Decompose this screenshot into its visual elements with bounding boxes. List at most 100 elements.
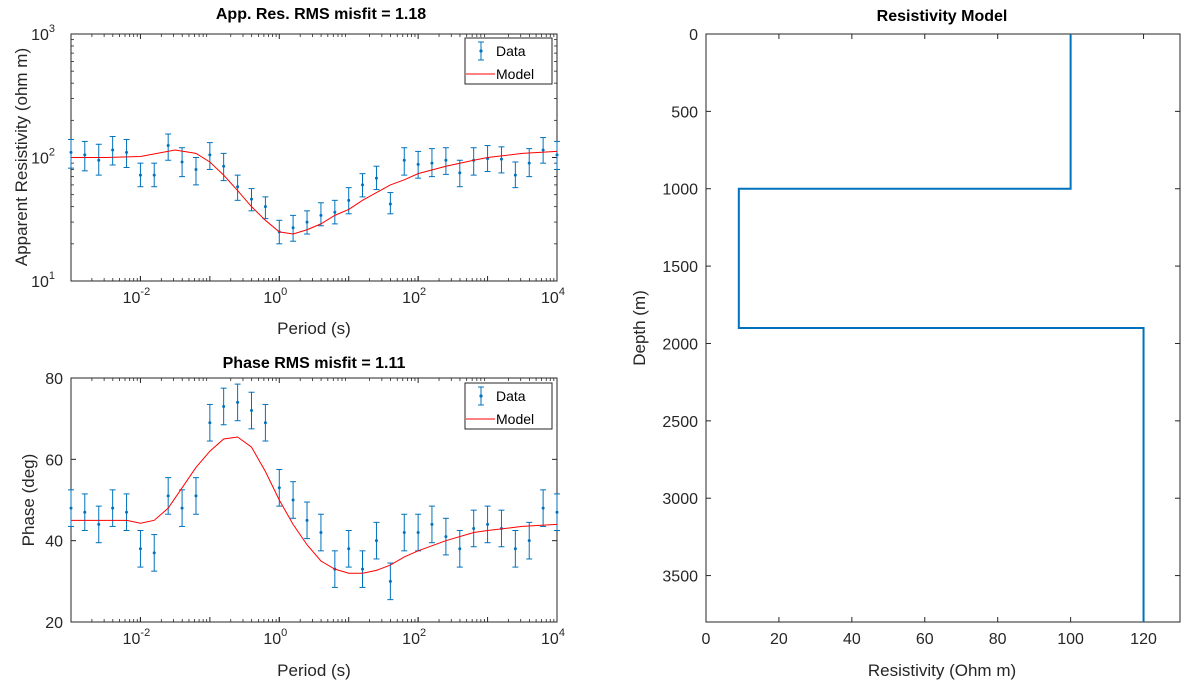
app-res-title: App. Res. RMS misfit = 1.18 <box>216 6 426 23</box>
data-point <box>194 494 198 498</box>
x-tick-label: 80 <box>989 631 1007 648</box>
y-tick-label: 500 <box>671 104 698 121</box>
phase-panel: Phase RMS misfit = 1.11 10-2 100 102 104 20 4… <box>19 355 565 680</box>
data-point <box>180 506 184 510</box>
data-point <box>250 409 254 413</box>
data-point <box>319 531 323 535</box>
data-point <box>513 547 517 551</box>
data-point <box>236 185 240 189</box>
data-point <box>458 547 462 551</box>
resistivity-model-panel: Resistivity Model 0 20 40 60 80 100 120 0 500 100… <box>630 8 1181 680</box>
data-point <box>291 498 295 502</box>
x-tick-label: 102 <box>402 627 426 648</box>
data-point <box>361 183 365 187</box>
x-tick-label: 100 <box>1057 631 1084 648</box>
y-tick-label: 1000 <box>662 182 698 199</box>
data-point <box>527 539 531 543</box>
y-tick-label: 2500 <box>662 414 698 431</box>
data-point <box>388 202 392 206</box>
data-point <box>236 400 240 404</box>
data-point <box>111 148 115 152</box>
y-tick-label: 20 <box>45 615 63 632</box>
data-point <box>541 148 545 152</box>
phase-legend-model: Model <box>496 411 534 427</box>
data-point <box>388 579 392 583</box>
x-tick-label: 100 <box>263 627 287 648</box>
y-tick-label: 3000 <box>662 491 698 508</box>
data-point <box>416 162 420 166</box>
res-model-ticks: 0 20 40 60 80 100 120 0 500 1000 1500 2000 2500 3000 3… <box>662 27 1180 648</box>
data-point <box>166 144 170 148</box>
res-model-xlabel: Resistivity (Ohm m) <box>868 661 1016 680</box>
data-point <box>374 539 378 543</box>
data-point <box>83 510 87 514</box>
resistivity-model-line <box>737 34 1145 622</box>
y-tick-label: 2000 <box>662 336 698 353</box>
data-point <box>430 522 434 526</box>
y-tick-label: 80 <box>45 371 63 388</box>
res-model-title: Resistivity Model <box>877 8 1008 25</box>
y-tick-label: 103 <box>31 23 55 44</box>
res-model-ylabel: Depth (m) <box>630 290 649 366</box>
data-point <box>222 404 226 408</box>
phase-title: Phase RMS misfit = 1.11 <box>223 355 406 372</box>
y-tick-label: 102 <box>31 147 55 168</box>
data-point <box>111 506 115 510</box>
data-point <box>430 161 434 165</box>
app-res-legend-data: Data <box>496 43 526 59</box>
app-res-marks <box>68 133 560 245</box>
data-point <box>444 158 448 162</box>
data-point <box>333 210 337 214</box>
res-model-marks <box>737 34 1145 622</box>
phase-marks <box>68 383 560 601</box>
res-model-axes-box <box>705 33 1181 623</box>
x-tick-label: 102 <box>402 286 426 307</box>
data-point <box>208 153 212 157</box>
data-point <box>444 535 448 539</box>
data-point <box>555 510 559 514</box>
phase-legend-data: Data <box>496 388 526 404</box>
data-point <box>305 220 309 224</box>
data-point <box>374 176 378 180</box>
app-res-legend: Data Model <box>464 37 553 85</box>
data-point <box>83 153 87 157</box>
data-point <box>513 173 517 177</box>
data-point <box>69 506 73 510</box>
data-point <box>347 198 351 202</box>
x-tick-label: 40 <box>843 631 861 648</box>
y-tick-label: 60 <box>45 452 63 469</box>
model-curve <box>71 436 558 574</box>
y-tick-label: 3500 <box>662 569 698 586</box>
data-point <box>97 158 101 162</box>
data-point <box>97 522 101 526</box>
data-point <box>125 150 129 154</box>
data-point <box>138 173 142 177</box>
data-point <box>458 171 462 175</box>
data-point <box>361 567 365 571</box>
x-tick-label: 100 <box>263 286 287 307</box>
data-point <box>194 167 198 171</box>
data-point <box>152 551 156 555</box>
model-curve <box>71 149 558 235</box>
data-point <box>402 158 406 162</box>
app-res-xlabel: Period (s) <box>277 319 351 338</box>
data-point <box>499 157 503 161</box>
data-point <box>305 518 309 522</box>
x-tick-label: 10-2 <box>123 286 151 307</box>
phase-legend: Data Model <box>464 382 553 430</box>
data-point <box>138 547 142 551</box>
x-tick-label: 20 <box>770 631 788 648</box>
data-point <box>180 160 184 164</box>
data-point <box>208 421 212 425</box>
data-point <box>472 526 476 530</box>
data-point <box>125 510 129 514</box>
data-point <box>166 494 170 498</box>
x-tick-label: 60 <box>916 631 934 648</box>
apparent-resistivity-panel: App. Res. RMS misfit = 1.18 10-2 100 102 10… <box>12 6 565 338</box>
x-tick-label: 104 <box>541 627 565 648</box>
data-point <box>291 226 295 230</box>
y-tick-label: 101 <box>31 270 55 291</box>
app-res-ylabel: Apparent Resistivity (ohm m) <box>12 48 31 266</box>
data-point <box>263 421 267 425</box>
